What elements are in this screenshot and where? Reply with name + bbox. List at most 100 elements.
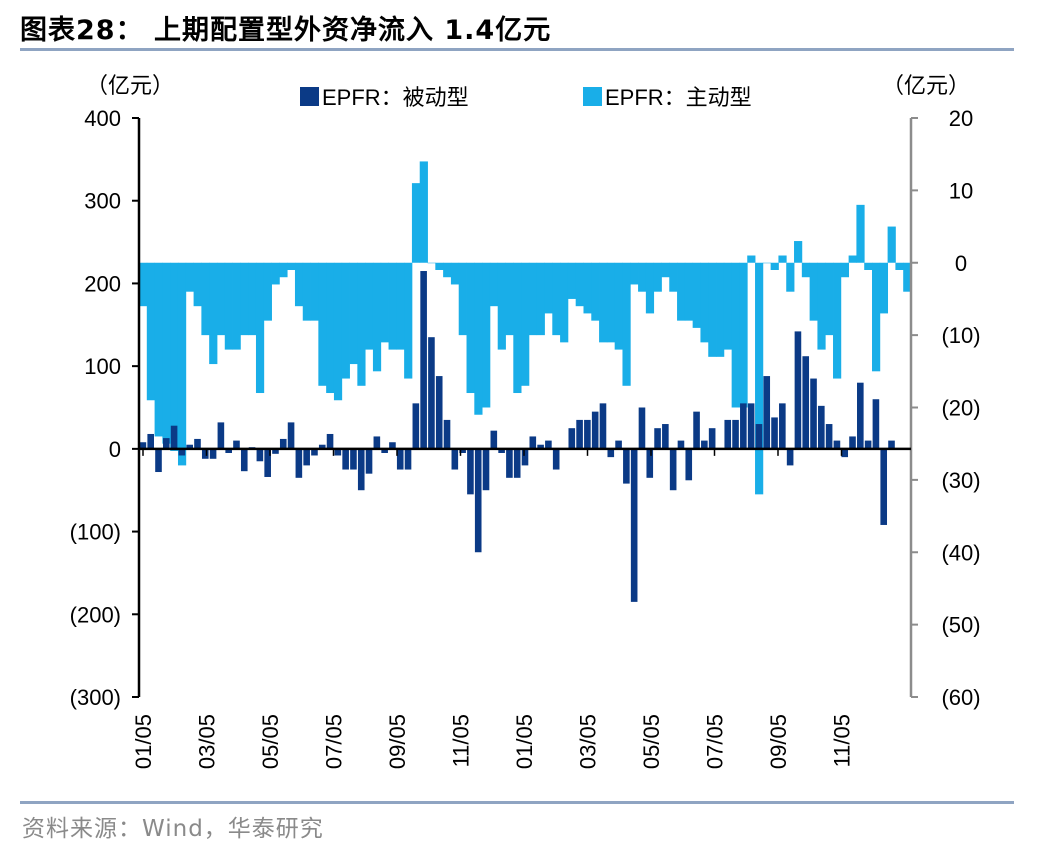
bar-passive-51 [537, 444, 544, 449]
bar-active-69 [677, 262, 686, 321]
bar-passive-9 [209, 448, 217, 459]
bar-passive-24 [326, 433, 334, 449]
bar-active-4 [170, 262, 179, 451]
bar-active-41 [458, 262, 467, 336]
bar-passive-95 [880, 448, 888, 525]
bar-passive-87 [818, 405, 825, 449]
legend-label-active: EPFR：主动型 [605, 85, 752, 110]
bar-active-52 [544, 262, 553, 314]
bar-active-28 [357, 262, 366, 386]
bar-active-35 [411, 183, 421, 263]
x-tick-label-6: 01/05 [512, 714, 537, 769]
bar-passive-39 [443, 419, 451, 449]
bar-passive-16 [264, 448, 271, 477]
bar-active-8 [201, 262, 210, 336]
bar-active-56 [575, 262, 584, 307]
bar-passive-81 [771, 417, 778, 449]
bar-passive-68 [669, 448, 677, 491]
left-tick-label-3: 100 [84, 354, 121, 379]
bar-active-58 [591, 262, 600, 321]
bar-passive-62 [623, 448, 630, 484]
bar-passive-8 [201, 448, 209, 459]
bar-passive-36 [420, 271, 427, 449]
bar-active-93 [864, 262, 873, 270]
bar-passive-71 [693, 411, 700, 449]
bar-active-22 [310, 262, 319, 321]
bar-active-16 [263, 262, 272, 321]
bar-active-10 [216, 262, 226, 336]
x-tick-label-11: 11/05 [830, 714, 855, 767]
bar-passive-57 [584, 419, 591, 449]
bar-passive-82 [779, 403, 786, 449]
bar-active-47 [505, 262, 514, 336]
bar-passive-55 [568, 428, 576, 449]
bar-passive-1 [147, 433, 154, 449]
bar-active-84 [794, 241, 803, 263]
bar-active-25 [333, 262, 343, 401]
bar-passive-19 [287, 422, 295, 449]
bar-active-82 [778, 255, 787, 263]
bar-passive-70 [685, 448, 693, 481]
bar-active-68 [669, 262, 678, 292]
bar-active-75 [723, 262, 733, 350]
bar-passive-84 [794, 331, 802, 449]
bar-active-59 [599, 262, 608, 343]
bar-passive-27 [350, 448, 357, 470]
bar-active-18 [279, 262, 288, 278]
bar-active-6 [185, 262, 194, 292]
bar-passive-43 [474, 448, 482, 553]
bar-passive-67 [662, 424, 669, 449]
chart-title: 图表28： 上期配置型外资净流入 1.4亿元 [20, 15, 552, 46]
bar-active-0 [139, 262, 148, 307]
right-tick-label-8: (60) [941, 685, 980, 710]
bar-active-32 [388, 262, 397, 350]
legend: EPFR：被动型 EPFR：主动型 [300, 85, 752, 110]
bar-passive-42 [467, 448, 474, 495]
legend-swatch-passive [300, 87, 319, 106]
bar-active-40 [450, 262, 460, 285]
bar-passive-76 [732, 419, 739, 449]
bar-passive-15 [256, 448, 264, 462]
bar-passive-90 [841, 448, 849, 458]
left-unit-label: （亿元） [86, 74, 174, 99]
x-tick-label-10: 09/05 [766, 714, 791, 769]
bar-passive-29 [365, 448, 373, 474]
bar-passive-46 [498, 448, 505, 453]
bars-layer [139, 161, 912, 602]
bar-passive-53 [552, 448, 560, 470]
bar-passive-0 [139, 442, 147, 449]
bar-active-72 [700, 262, 709, 343]
bar-active-27 [349, 262, 358, 365]
bar-active-91 [848, 255, 857, 263]
bar-active-17 [271, 262, 280, 285]
bar-passive-21 [303, 448, 310, 466]
bar-active-57 [583, 262, 592, 314]
bar-active-90 [840, 262, 850, 278]
bar-active-45 [489, 262, 499, 307]
left-tick-label-0: 400 [84, 106, 121, 131]
bar-passive-56 [576, 419, 583, 449]
bar-active-63 [630, 262, 639, 285]
bar-active-1 [146, 262, 155, 401]
bar-active-23 [318, 262, 327, 386]
bar-active-92 [856, 204, 865, 263]
bar-passive-48 [513, 448, 521, 478]
bar-active-87 [817, 262, 826, 350]
bar-active-15 [255, 262, 265, 394]
right-tick-label-7: (50) [941, 613, 980, 638]
bar-active-71 [692, 262, 701, 328]
bar-passive-58 [591, 411, 599, 449]
bar-active-24 [326, 262, 335, 394]
bar-passive-59 [599, 403, 607, 449]
bar-active-67 [661, 262, 670, 278]
bar-active-60 [606, 262, 616, 343]
bar-active-62 [622, 262, 631, 386]
tick-labels-layer: 4003002001000(100)(200)(300)20100(10)(20… [70, 106, 981, 769]
bar-active-73 [708, 262, 717, 357]
bar-passive-79 [755, 424, 763, 449]
right-tick-label-3: (10) [941, 323, 980, 348]
bar-passive-65 [646, 448, 654, 478]
bar-active-33 [396, 262, 405, 350]
bar-active-3 [162, 262, 171, 444]
